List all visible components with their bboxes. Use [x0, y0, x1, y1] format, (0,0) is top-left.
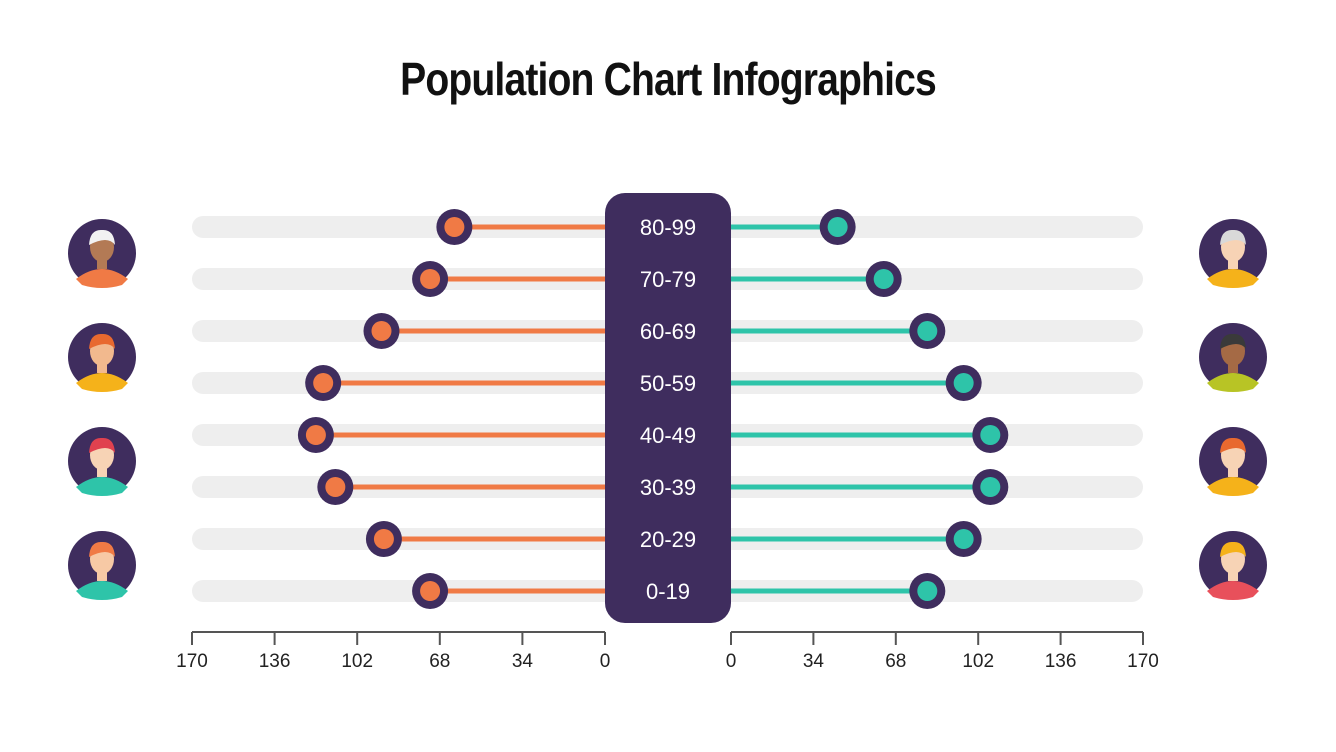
- avatar-neck: [1228, 569, 1238, 581]
- avatar-shirt: [76, 581, 128, 600]
- left-axis-tick-label: 34: [512, 651, 534, 672]
- boy-cap-avatar-icon: [68, 427, 136, 496]
- right-point: [953, 529, 974, 549]
- category-label: 20-29: [640, 527, 696, 552]
- avatar-hair: [89, 333, 115, 349]
- avatar-hair: [1220, 229, 1246, 245]
- right-axis-tick-label: 68: [885, 651, 906, 672]
- right-axis-tick-label: 170: [1127, 651, 1159, 672]
- avatar-shirt: [1207, 373, 1259, 392]
- avatar-neck: [97, 569, 107, 581]
- right-point: [980, 425, 1001, 445]
- avatar-shirt: [76, 477, 128, 496]
- right-point: [917, 321, 938, 341]
- man-avatar-icon: [68, 323, 136, 392]
- left-axis-tick-label: 68: [429, 651, 450, 672]
- child-avatar-icon: [68, 531, 136, 600]
- left-point: [444, 217, 465, 237]
- left-axis-tick-label: 102: [341, 651, 373, 672]
- right-point: [917, 581, 938, 601]
- right-point: [980, 477, 1001, 497]
- young-woman-avatar-icon: [1199, 427, 1267, 496]
- right-point: [827, 217, 848, 237]
- category-label: 40-49: [640, 423, 696, 448]
- avatar-neck: [1228, 465, 1238, 477]
- left-point: [420, 269, 441, 289]
- right-axis-tick-label: 34: [803, 651, 825, 672]
- avatar-hair: [89, 541, 115, 557]
- left-point: [325, 477, 346, 497]
- left-point: [373, 529, 394, 549]
- left-axis-tick-label: 170: [176, 651, 208, 672]
- avatar-hair: [1220, 541, 1246, 557]
- left-axis-tick-label: 136: [259, 651, 291, 672]
- avatar-neck: [97, 465, 107, 477]
- right-axis-tick-label: 0: [726, 651, 737, 672]
- avatar-hair: [1220, 333, 1246, 349]
- right-axis-tick-label: 102: [962, 651, 994, 672]
- avatar-hair: [89, 229, 115, 245]
- left-point: [371, 321, 392, 341]
- avatar-shirt: [76, 373, 128, 392]
- left-point: [305, 425, 326, 445]
- girl-avatar-icon: [1199, 531, 1267, 600]
- chart-title: Population Chart Infographics: [400, 53, 937, 105]
- right-axis-tick-label: 136: [1045, 651, 1077, 672]
- right-point: [873, 269, 894, 289]
- category-label: 70-79: [640, 267, 696, 292]
- avatar-shirt: [1207, 581, 1259, 600]
- category-label: 80-99: [640, 215, 696, 240]
- left-point: [420, 581, 441, 601]
- avatar-neck: [97, 257, 107, 269]
- avatar-hair: [1220, 437, 1246, 453]
- woman-avatar-icon: [1199, 323, 1267, 392]
- avatar-hair: [89, 437, 115, 453]
- category-panel: [605, 193, 731, 623]
- category-label: 0-19: [646, 579, 690, 604]
- elderly-woman-avatar-icon: [1199, 219, 1267, 288]
- category-label: 60-69: [640, 319, 696, 344]
- avatar-neck: [97, 361, 107, 373]
- avatar-neck: [1228, 361, 1238, 373]
- category-label: 50-59: [640, 371, 696, 396]
- avatar-shirt: [1207, 269, 1259, 288]
- elderly-man-avatar-icon: [68, 219, 136, 288]
- left-axis-tick-label: 0: [600, 651, 611, 672]
- left-point: [313, 373, 334, 393]
- avatar-neck: [1228, 257, 1238, 269]
- category-label: 30-39: [640, 475, 696, 500]
- right-point: [953, 373, 974, 393]
- avatar-shirt: [76, 269, 128, 288]
- avatar-shirt: [1207, 477, 1259, 496]
